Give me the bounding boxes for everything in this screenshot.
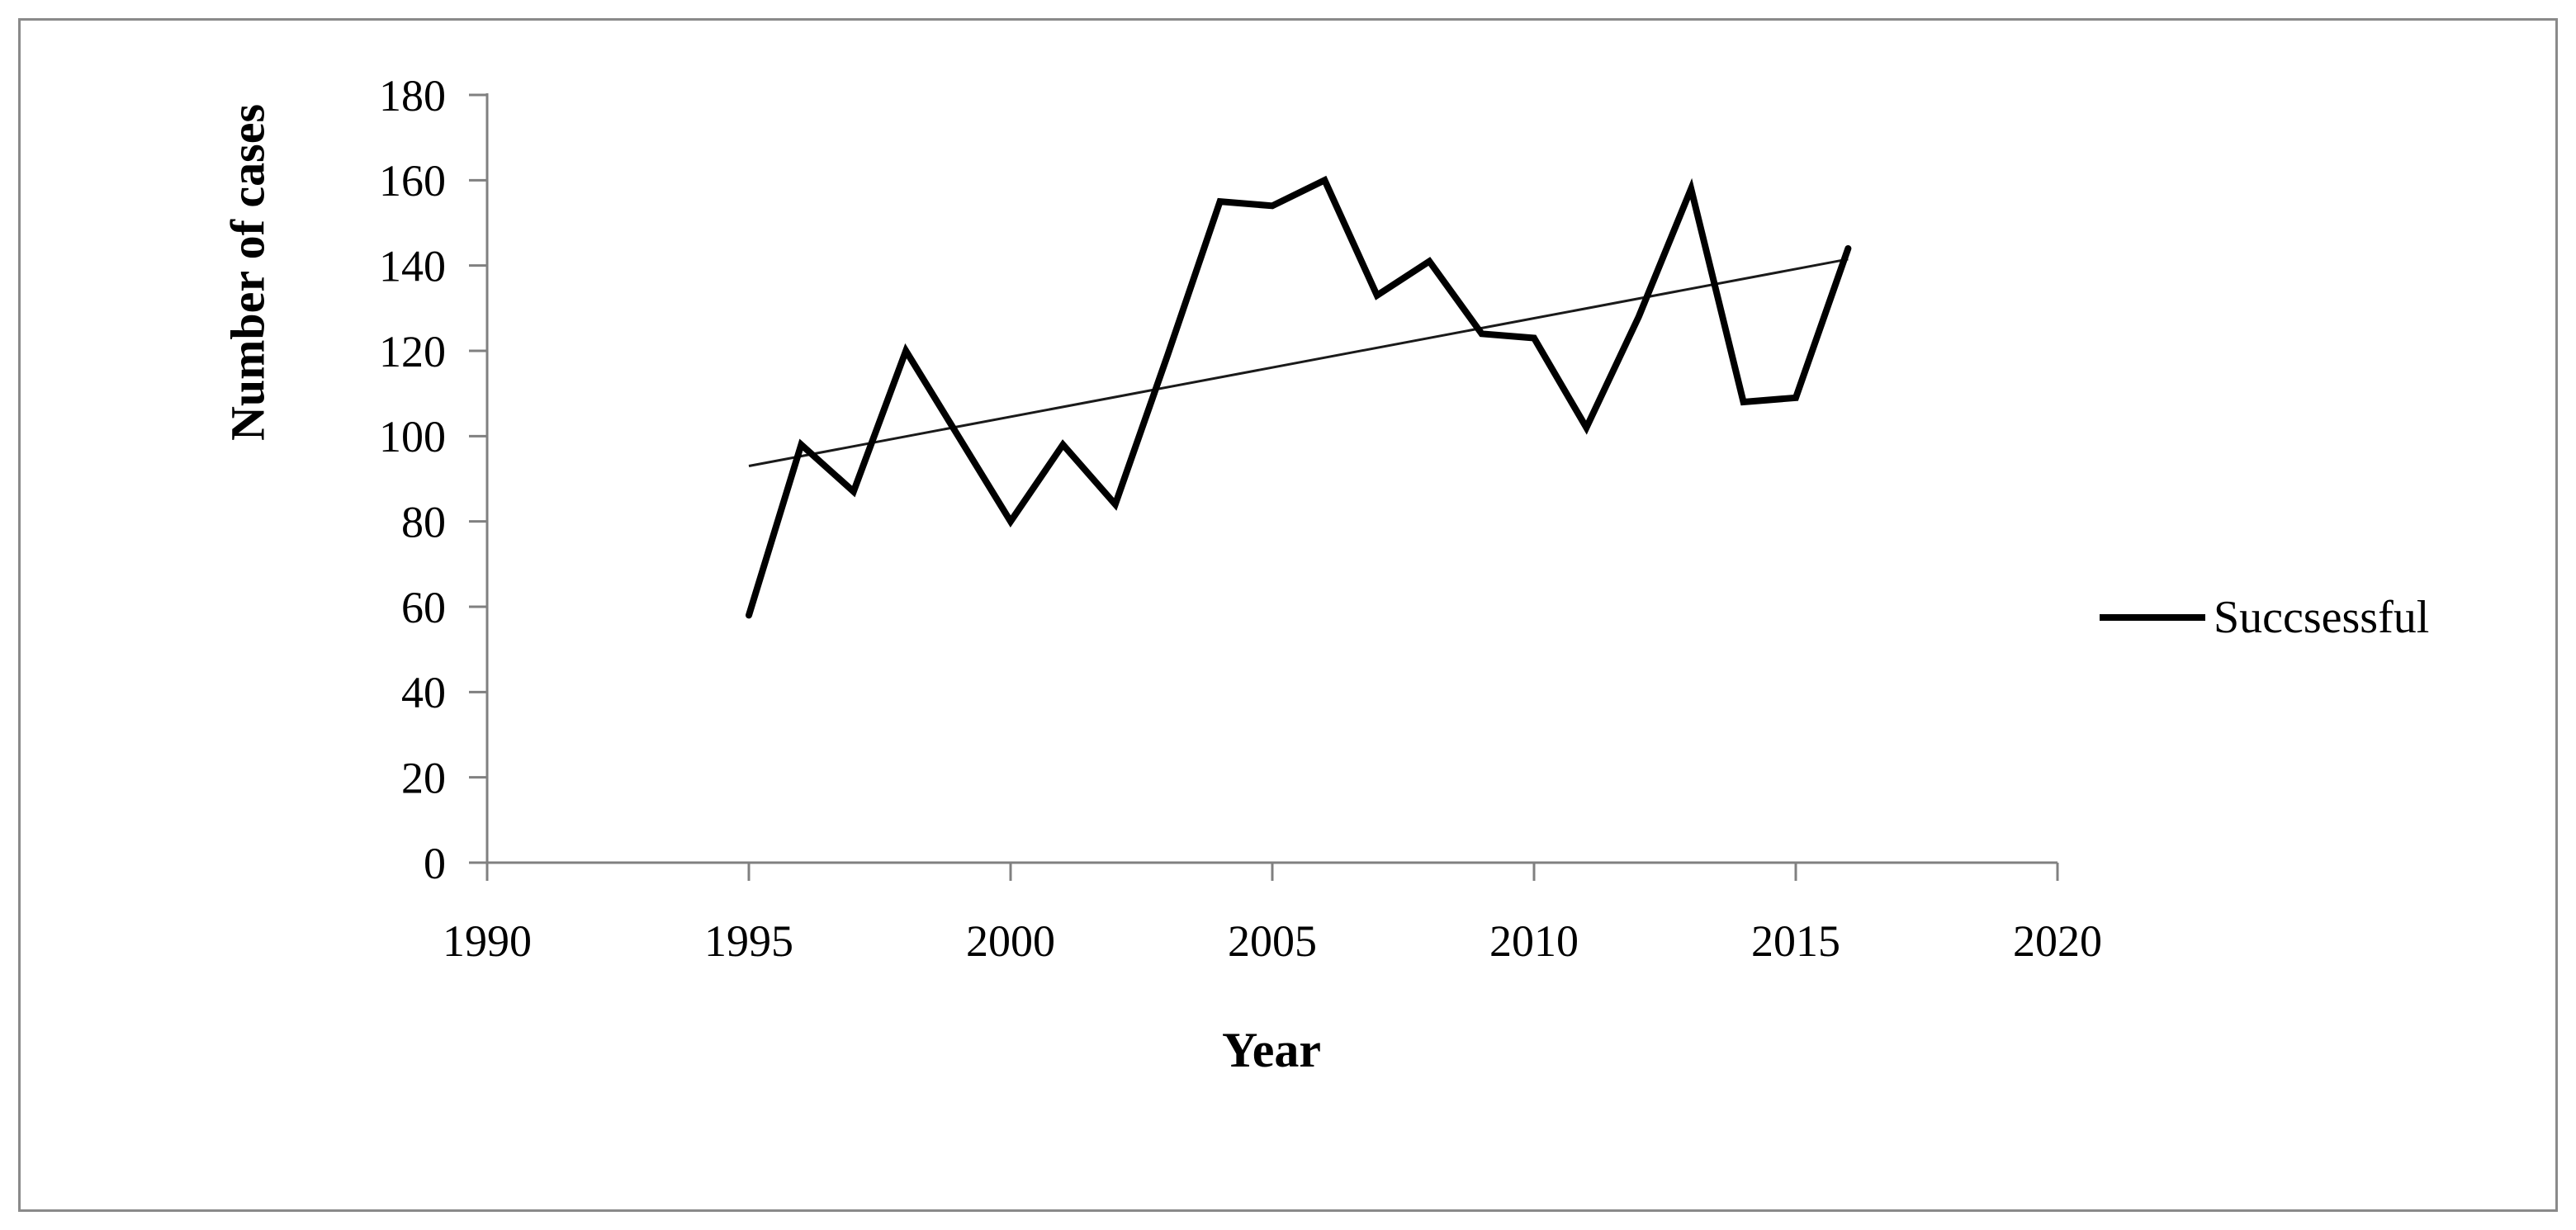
series-line-succsessful: [746, 175, 1852, 619]
y-tick-label: 40: [401, 668, 446, 717]
x-axis-title: Year: [1222, 1023, 1321, 1077]
y-tick-label: 0: [424, 839, 446, 888]
legend: Succsessful: [2100, 591, 2429, 644]
legend-line-sample: [2100, 614, 2205, 621]
legend-label: Succsessful: [2214, 592, 2430, 643]
x-tick-label: 2010: [1489, 916, 1579, 966]
y-axis-title: Number of cases: [220, 103, 275, 442]
trend-line: [748, 258, 1849, 467]
y-tick-label: 180: [379, 71, 446, 121]
y-tick-label: 100: [379, 412, 446, 461]
x-tick-label: 2020: [2013, 916, 2102, 966]
y-tick-label: 160: [379, 156, 446, 206]
y-tick-label: 140: [379, 242, 446, 291]
x-tick-label: 1990: [443, 916, 532, 966]
x-tick-label: 2005: [1228, 916, 1317, 966]
y-tick-label: 120: [379, 327, 446, 376]
y-tick-label: 20: [401, 754, 446, 803]
x-tick-label: 1995: [704, 916, 793, 966]
axes-group: [469, 93, 2059, 881]
x-tick-label: 2000: [966, 916, 1055, 966]
tick-labels-group: 0 20 40 60 80 100 120 140 160 180 1990 1995 2000 2005…: [379, 71, 2102, 966]
x-tick-label: 2015: [1751, 916, 1840, 966]
y-tick-label: 80: [401, 498, 446, 547]
y-tick-label: 60: [401, 583, 446, 632]
